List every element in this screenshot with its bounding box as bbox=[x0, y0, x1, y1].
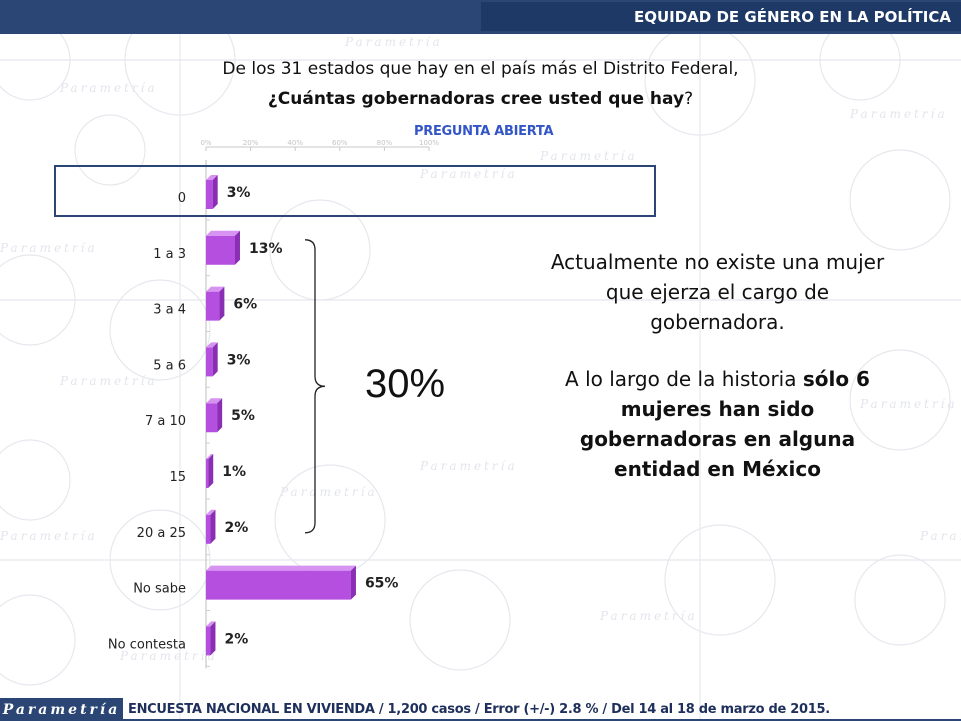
bar-front bbox=[206, 235, 235, 265]
bar-top bbox=[206, 454, 214, 459]
footer-line bbox=[123, 719, 961, 721]
category-label: No contesta bbox=[108, 637, 186, 652]
bar-top bbox=[206, 621, 216, 627]
bar-front bbox=[206, 291, 220, 321]
data-label: 2% bbox=[224, 631, 248, 647]
question-line-2: ¿Cuántas gobernadoras cree usted que hay… bbox=[0, 82, 961, 116]
bar-top bbox=[206, 286, 225, 292]
svg-text:Parametría: Parametría bbox=[344, 35, 443, 49]
side-note-2-normal: A lo largo de la historia bbox=[565, 367, 803, 391]
data-label: 3% bbox=[227, 185, 251, 201]
svg-text:Parametría: Parametría bbox=[0, 241, 98, 255]
bar-front bbox=[206, 180, 213, 209]
bracket-total-label: 30% bbox=[365, 362, 446, 406]
category-label: 1 a 3 bbox=[153, 247, 186, 262]
bar-top bbox=[206, 175, 218, 180]
category-label: 7 a 10 bbox=[145, 414, 186, 429]
category-label: 0 bbox=[178, 191, 186, 206]
survey-source: ENCUESTA NACIONAL EN VIVIENDA / 1,200 ca… bbox=[128, 702, 830, 717]
question-bold: ¿Cuántas gobernadoras cree usted que hay bbox=[267, 89, 685, 109]
svg-text:Parametría: Parametría bbox=[419, 459, 518, 473]
bar-front bbox=[206, 514, 211, 544]
bar-top bbox=[206, 509, 216, 515]
svg-text:Parametría: Parametría bbox=[859, 397, 958, 411]
data-label: 1% bbox=[222, 464, 246, 480]
x-tick-label: 60% bbox=[332, 139, 348, 147]
svg-text:Parametría: Parametría bbox=[279, 485, 378, 499]
group-bracket bbox=[304, 239, 326, 534]
svg-text:Parametría: Parametría bbox=[0, 529, 98, 543]
bar-top bbox=[206, 565, 356, 571]
bar-front bbox=[206, 459, 209, 488]
bar-side bbox=[212, 342, 218, 377]
side-note-1: Actualmente no existe una mujer que ejer… bbox=[550, 250, 885, 334]
category-label: 3 a 4 bbox=[153, 303, 186, 318]
bar-side bbox=[210, 509, 216, 544]
svg-text:Parametría: Parametría bbox=[919, 529, 961, 543]
question-block: De los 31 estados que hay en el país más… bbox=[0, 56, 961, 116]
svg-text:Parametría: Parametría bbox=[59, 81, 158, 95]
data-label: 13% bbox=[249, 241, 283, 257]
category-label: No sabe bbox=[133, 582, 186, 597]
open-question-tag: PREGUNTA ABIERTA bbox=[414, 124, 554, 139]
x-tick-label: 0% bbox=[200, 139, 211, 147]
bar-side bbox=[219, 286, 225, 321]
bar-front bbox=[206, 403, 218, 433]
x-tick-label: 40% bbox=[287, 139, 303, 147]
parametria-logo: Parametría bbox=[0, 698, 123, 721]
bar-side bbox=[350, 565, 356, 600]
x-tick-label: 20% bbox=[243, 139, 259, 147]
bar-top bbox=[206, 398, 223, 404]
svg-text:Parametría: Parametría bbox=[539, 149, 638, 163]
data-label: 5% bbox=[231, 408, 255, 424]
bar-side bbox=[208, 454, 214, 488]
data-label: 3% bbox=[227, 352, 251, 368]
section-title: EQUIDAD DE GÉNERO EN LA POLÍTICA bbox=[481, 2, 961, 31]
svg-text:Parametría: Parametría bbox=[599, 609, 698, 623]
svg-text:Parametría: Parametría bbox=[419, 167, 518, 181]
x-tick-label: 100% bbox=[419, 139, 439, 147]
bar-front bbox=[206, 626, 211, 656]
category-label: 5 a 6 bbox=[153, 358, 186, 373]
bar-front bbox=[206, 570, 351, 600]
category-label: 20 a 25 bbox=[137, 526, 186, 541]
x-tick-label: 80% bbox=[377, 139, 393, 147]
bar-side bbox=[234, 230, 240, 265]
side-note-2: A lo largo de la historia sólo 6 mujeres… bbox=[540, 364, 895, 484]
side-note-2-bold: sólo 6 mujeres han sido gobernadoras en … bbox=[579, 367, 870, 481]
bar-top bbox=[206, 342, 218, 348]
svg-text:Parametría: Parametría bbox=[119, 649, 218, 663]
bar-front bbox=[206, 347, 213, 377]
svg-text:Parametría: Parametría bbox=[59, 374, 158, 388]
bar-side bbox=[210, 621, 216, 656]
question-mark: ? bbox=[684, 89, 694, 109]
bar-side bbox=[212, 175, 218, 209]
category-label: 15 bbox=[169, 470, 186, 485]
bar-top bbox=[206, 230, 240, 236]
svg-text:Parametría: Parametría bbox=[849, 107, 948, 121]
data-label: 65% bbox=[365, 576, 399, 592]
highlight-box bbox=[54, 165, 656, 217]
question-line-1: De los 31 estados que hay en el país más… bbox=[222, 59, 739, 79]
data-label: 6% bbox=[233, 297, 257, 313]
data-label: 2% bbox=[224, 520, 248, 536]
bar-side bbox=[217, 398, 223, 433]
